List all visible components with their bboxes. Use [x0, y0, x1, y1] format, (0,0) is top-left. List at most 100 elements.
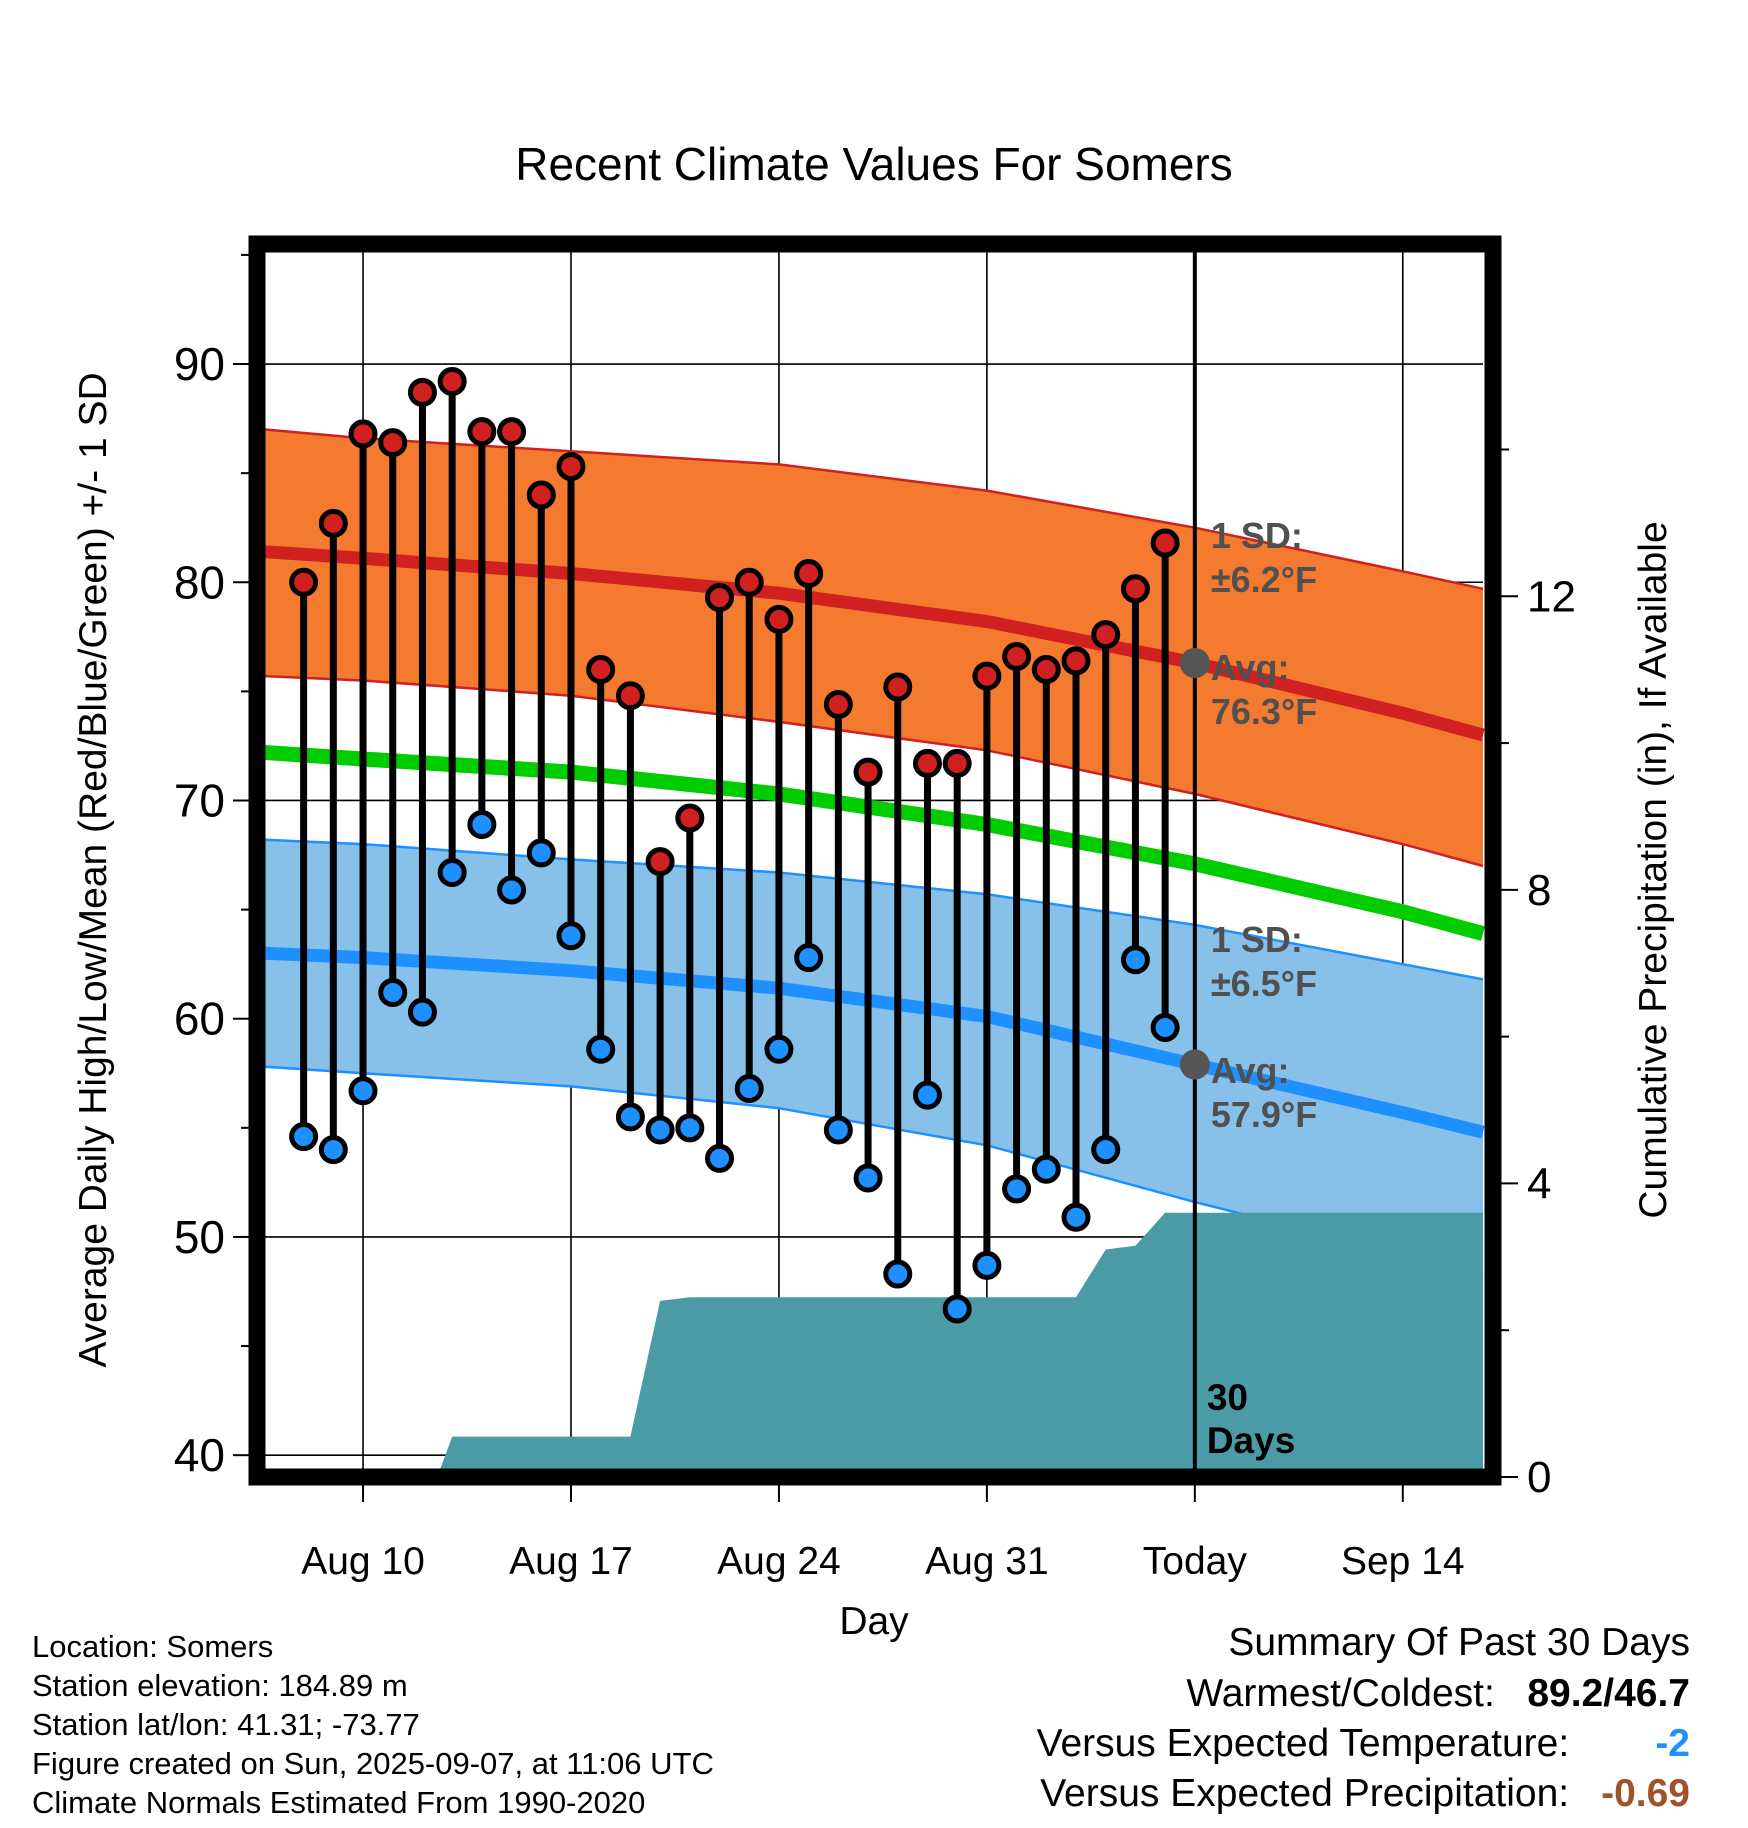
- daily-high-point: [526, 480, 556, 510]
- low-avg-line: [264, 946, 1485, 1139]
- daily-high-point: [853, 757, 883, 787]
- daily-low-point: [853, 1163, 883, 1193]
- y-tick-label-0: 40: [174, 1429, 225, 1481]
- created-text: Figure created on Sun, 2025-09-07, at 11…: [32, 1746, 714, 1781]
- precip-area: [265, 1212, 1483, 1477]
- daily-low-point: [437, 858, 467, 888]
- daily-low-point: [348, 1076, 378, 1106]
- daily-high-point: [556, 452, 586, 482]
- x-tick-label-0: Aug 10: [301, 1540, 425, 1583]
- daily-low-point: [734, 1074, 764, 1104]
- daily-high-point: [1120, 574, 1150, 604]
- y-tick-label-5: 90: [174, 338, 225, 390]
- daily-low-point: [883, 1259, 913, 1289]
- precip-vs-expected-label: Versus Expected Precipitation:: [1040, 1772, 1570, 1815]
- daily-low-point: [942, 1294, 972, 1324]
- x-tick-label-2: Aug 24: [717, 1540, 841, 1583]
- daily-low-point: [645, 1115, 675, 1145]
- warmest-label: Warmest/Coldest:: [1186, 1672, 1495, 1715]
- y2-tick-label-2: 8: [1527, 866, 1551, 915]
- daily-high-point: [1091, 620, 1121, 650]
- summary-precip-row: Versus Expected Precipitation: -0.69: [1040, 1772, 1690, 1816]
- summary-temp-row: Versus Expected Temperature: -2: [1037, 1722, 1690, 1766]
- daily-low-point: [1120, 945, 1150, 975]
- daily-high-point: [645, 847, 675, 877]
- daily-high-point: [437, 366, 467, 396]
- daily-low-point: [586, 1034, 616, 1064]
- daily-low-point: [823, 1115, 853, 1145]
- mean-avg-line: [264, 745, 1485, 941]
- daily-high-point: [1061, 646, 1091, 676]
- daily-high-point: [378, 428, 408, 458]
- daily-high-point: [318, 508, 348, 538]
- daily-high-point: [586, 655, 616, 685]
- daily-low-point: [289, 1122, 319, 1152]
- temp-vs-expected-label: Versus Expected Temperature:: [1036, 1722, 1570, 1765]
- low-avg-label: Avg:: [1211, 1050, 1290, 1091]
- daily-high-point: [289, 567, 319, 597]
- daily-high-point: [1002, 641, 1032, 671]
- daily-low-point: [615, 1102, 645, 1132]
- low-sd-value: ±6.5°F: [1211, 963, 1317, 1004]
- daily-high-point: [1150, 528, 1180, 558]
- x-tick-label-5: Sep 14: [1341, 1540, 1465, 1583]
- daily-high-point: [497, 417, 527, 447]
- daily-high-point: [1031, 655, 1061, 685]
- daily-low-point: [705, 1143, 735, 1173]
- precip-vs-expected-value: -0.69: [1601, 1772, 1690, 1815]
- daily-high-point: [794, 559, 824, 589]
- elevation-text: Station elevation: 184.89 m: [32, 1668, 408, 1703]
- y2-tick-label-3: 12: [1527, 572, 1576, 621]
- daily-low-point: [556, 921, 586, 951]
- daily-high-point: [705, 583, 735, 613]
- daily-low-point: [1002, 1174, 1032, 1204]
- daily-high-point: [942, 748, 972, 778]
- daily-low-point: [794, 943, 824, 973]
- high-avg-line: [264, 545, 1485, 742]
- plot-frame: [248, 235, 1502, 1486]
- daily-high-point: [972, 661, 1002, 691]
- x-tick-label-3: Aug 31: [925, 1540, 1049, 1583]
- y-axis-label: Average Daily High/Low/Mean (Red/Blue/Gr…: [72, 372, 115, 1367]
- daily-low-point: [972, 1250, 1002, 1280]
- y-tick-label-2: 60: [174, 993, 225, 1045]
- daily-low-point: [1031, 1154, 1061, 1184]
- low-avg-value: 57.9°F: [1211, 1094, 1317, 1135]
- y-tick-label-1: 50: [174, 1211, 225, 1263]
- high-avg-value: 76.3°F: [1211, 691, 1317, 732]
- daily-high-point: [764, 604, 794, 634]
- daily-low-point: [675, 1113, 705, 1143]
- y-tick-label-3: 70: [174, 774, 225, 826]
- daily-high-point: [823, 689, 853, 719]
- chart-title: Recent Climate Values For Somers: [515, 138, 1233, 190]
- high-minus-sd-line: [264, 674, 1484, 868]
- daily-low-point: [526, 838, 556, 868]
- avg-today-point-1: [1179, 1049, 1210, 1080]
- daily-high-point: [348, 419, 378, 449]
- coldest-low-value: 46.7: [1614, 1672, 1690, 1715]
- temp-vs-expected-value: -2: [1655, 1722, 1690, 1765]
- high-sd-label: 1 SD:: [1211, 515, 1303, 556]
- daily-low-point: [764, 1034, 794, 1064]
- daily-low-point: [318, 1135, 348, 1165]
- daily-low-point: [1091, 1135, 1121, 1165]
- x-axis-label: Day: [839, 1600, 909, 1643]
- station-info: Location: Somers Station elevation: 184.…: [32, 1627, 714, 1822]
- x-tick-label-1: Aug 17: [509, 1540, 633, 1583]
- summary-warmest-row: Warmest/Coldest: 89.2/46.7: [1186, 1672, 1690, 1716]
- latlon-text: Station lat/lon: 41.31; -73.77: [32, 1707, 420, 1742]
- high-avg-label: Avg:: [1211, 647, 1290, 688]
- today-days-annotation: 30 Days: [1207, 1377, 1295, 1461]
- daily-high-point: [883, 672, 913, 702]
- normals-text: Climate Normals Estimated From 1990-2020: [32, 1785, 646, 1820]
- high-sd-value: ±6.2°F: [1211, 559, 1317, 600]
- low-plus-sd-line: [264, 838, 1484, 981]
- daily-high-point: [734, 567, 764, 597]
- daily-low-point: [378, 978, 408, 1008]
- daily-low-point: [1150, 1012, 1180, 1042]
- summary-title: Summary Of Past 30 Days: [1228, 1621, 1690, 1664]
- y2-axis-label: Cumulative Precipitation (in), If Availa…: [1632, 521, 1675, 1218]
- low-sd-label: 1 SD:: [1211, 919, 1303, 960]
- warmest-high-value: 89.2: [1527, 1672, 1604, 1715]
